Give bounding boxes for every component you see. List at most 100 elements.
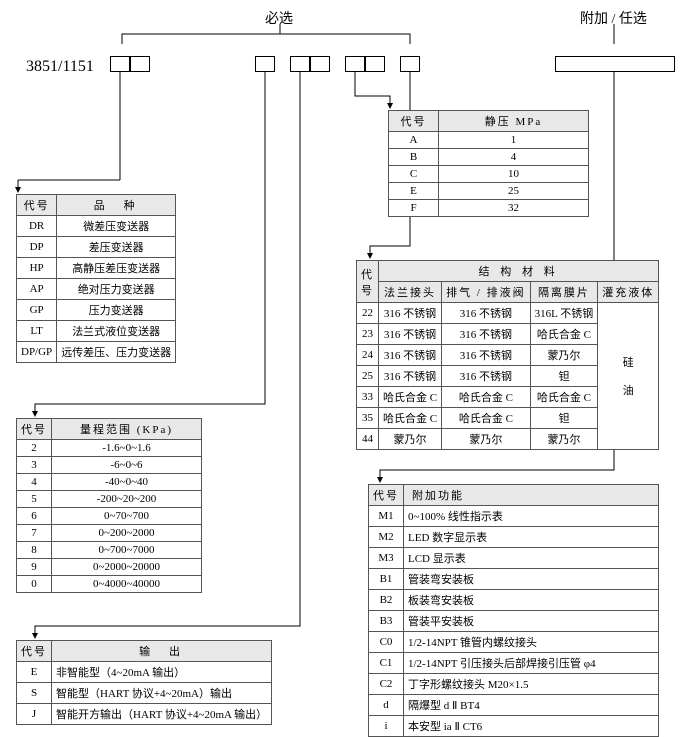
cell: 6 — [17, 508, 52, 525]
cell: 丁字形螺纹接头 M20×1.5 — [404, 674, 659, 695]
table-row: 90~2000~20000 — [17, 559, 202, 576]
cell: i — [369, 716, 404, 737]
cell: -200~20~200 — [52, 491, 202, 508]
cell: DP — [17, 237, 57, 258]
table-row: 80~700~7000 — [17, 542, 202, 559]
th-val: 静压 MPa — [439, 111, 589, 132]
cell: E — [17, 662, 52, 683]
addon-table: 代号 附加功能 M10~100% 线性指示表M2LED 数字显示表M3LCD 显… — [368, 484, 659, 737]
cell: 0~700~7000 — [52, 542, 202, 559]
cell: 316 不锈钢 — [379, 345, 442, 366]
table-row: C11/2-14NPT 引压接头后部焊接引压管 φ4 — [369, 653, 659, 674]
cell: 25 — [439, 183, 589, 200]
table-row: J智能开方输出（HART 协议+4~20mA 输出） — [17, 704, 272, 725]
cell: 44 — [357, 429, 379, 450]
cell: GP — [17, 300, 57, 321]
th-diaphragm: 隔离膜片 — [530, 282, 598, 303]
cell: DP/GP — [17, 342, 57, 363]
cell: 0~4000~40000 — [52, 576, 202, 593]
cell: 35 — [357, 408, 379, 429]
cell: 316 不锈钢 — [379, 366, 442, 387]
cell: 25 — [357, 366, 379, 387]
cell: 蒙乃尔 — [530, 345, 598, 366]
th-range: 量程范围 (KPa) — [52, 419, 202, 440]
th-group: 结 构 材 料 — [379, 261, 659, 282]
cell: 7 — [17, 525, 52, 542]
cell: LCD 显示表 — [404, 548, 659, 569]
cell: M1 — [369, 506, 404, 527]
table-row: DR微差压变送器 — [17, 216, 176, 237]
cell: 管装平安装板 — [404, 611, 659, 632]
cell: B — [389, 149, 439, 166]
table-row: M10~100% 线性指示表 — [369, 506, 659, 527]
cell: M2 — [369, 527, 404, 548]
table-row: 60~70~700 — [17, 508, 202, 525]
cell: 316 不锈钢 — [379, 303, 442, 324]
cell: 管装弯安装板 — [404, 569, 659, 590]
output-table: 代号 输 出 E非智能型（4~20mA 输出）S智能型（HART 协议+4~20… — [16, 640, 272, 725]
cell: 绝对压力变送器 — [57, 279, 176, 300]
table-row: d隔爆型 d Ⅱ BT4 — [369, 695, 659, 716]
cell: 哈氏合金 C — [530, 324, 598, 345]
cell: B3 — [369, 611, 404, 632]
table-row: DP差压变送器 — [17, 237, 176, 258]
cell: 蒙乃尔 — [530, 429, 598, 450]
cell: DR — [17, 216, 57, 237]
cell: 压力变送器 — [57, 300, 176, 321]
table-row: C01/2-14NPT 锥管内螺纹接头 — [369, 632, 659, 653]
cell: A — [389, 132, 439, 149]
cell: 1/2-14NPT 锥管内螺纹接头 — [404, 632, 659, 653]
struct-table: 代号 结 构 材 料 法兰接头 排气 / 排液阀 隔离膜片 灌充液体 22316… — [356, 260, 659, 450]
cell: 9 — [17, 559, 52, 576]
species-table: 代号 品 种 DR微差压变送器DP差压变送器HP高静压差压变送器AP绝对压力变送… — [16, 194, 176, 363]
table-row: 00~4000~40000 — [17, 576, 202, 593]
cell: 316 不锈钢 — [442, 366, 531, 387]
cell: 非智能型（4~20mA 输出） — [52, 662, 272, 683]
cell: 本安型 ia Ⅱ CT6 — [404, 716, 659, 737]
cell: C2 — [369, 674, 404, 695]
cell: C — [389, 166, 439, 183]
th-code: 代号 — [389, 111, 439, 132]
table-row: F32 — [389, 200, 589, 217]
cell: 法兰式液位变送器 — [57, 321, 176, 342]
cell: 蒙乃尔 — [442, 429, 531, 450]
th-kind: 品 种 — [57, 195, 176, 216]
table-row: A1 — [389, 132, 589, 149]
table-row: C2丁字形螺纹接头 M20×1.5 — [369, 674, 659, 695]
cell: LED 数字显示表 — [404, 527, 659, 548]
cell: J — [17, 704, 52, 725]
cell: 5 — [17, 491, 52, 508]
fill-cell: 硅油 — [598, 303, 659, 450]
cell: 差压变送器 — [57, 237, 176, 258]
cell: 24 — [357, 345, 379, 366]
cell: -6~0~6 — [52, 457, 202, 474]
th-flange: 法兰接头 — [379, 282, 442, 303]
cell: 隔爆型 d Ⅱ BT4 — [404, 695, 659, 716]
cell: 316 不锈钢 — [442, 345, 531, 366]
th-fn: 附加功能 — [404, 485, 659, 506]
cell: 22 — [357, 303, 379, 324]
table-row: 70~200~2000 — [17, 525, 202, 542]
cell: 高静压差压变送器 — [57, 258, 176, 279]
cell: 0~100% 线性指示表 — [404, 506, 659, 527]
cell: 0~2000~20000 — [52, 559, 202, 576]
cell: 哈氏合金 C — [442, 408, 531, 429]
table-row: B4 — [389, 149, 589, 166]
cell: B1 — [369, 569, 404, 590]
table-row: i本安型 ia Ⅱ CT6 — [369, 716, 659, 737]
table-row: AP绝对压力变送器 — [17, 279, 176, 300]
cell: LT — [17, 321, 57, 342]
table-row: LT法兰式液位变送器 — [17, 321, 176, 342]
cell: 316L 不锈钢 — [530, 303, 598, 324]
table-row: E25 — [389, 183, 589, 200]
cell: E — [389, 183, 439, 200]
th-code: 代号 — [357, 261, 379, 303]
range-table: 代号 量程范围 (KPa) 2-1.6~0~1.63-6~0~64-40~0~4… — [16, 418, 202, 593]
cell: 2 — [17, 440, 52, 457]
cell: F — [389, 200, 439, 217]
th-out: 输 出 — [52, 641, 272, 662]
table-row: GP压力变送器 — [17, 300, 176, 321]
cell: 远传差压、压力变送器 — [57, 342, 176, 363]
th-vent: 排气 / 排液阀 — [442, 282, 531, 303]
table-row: HP高静压差压变送器 — [17, 258, 176, 279]
